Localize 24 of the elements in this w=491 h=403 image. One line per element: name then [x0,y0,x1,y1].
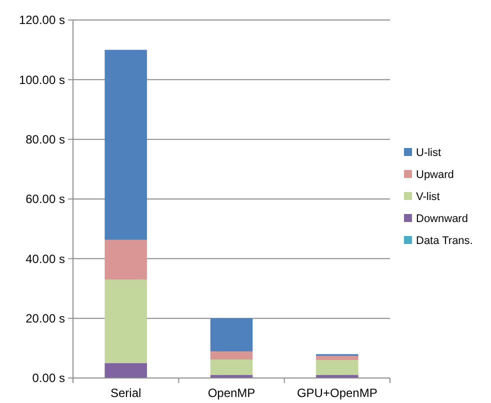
y-tick-label: 0.00 s [32,371,65,386]
legend-label: V-list [416,190,440,203]
bar [210,351,253,360]
legend-label: U-list [416,146,442,159]
y-tick-label: 60.00 s [26,192,65,206]
bar [316,360,358,376]
legend-label: Downward [416,212,468,225]
x-tick-label: GPU+OpenMP [296,386,378,400]
bar [104,240,147,280]
bar [210,360,253,376]
bar [316,356,358,360]
legend-label: Data Trans. [416,234,473,247]
y-tick-label: 100.00 s [18,72,65,87]
y-tick-label: 20.00 s [26,312,65,326]
bar [210,318,253,352]
legend-label: Upward [416,168,454,181]
x-tick-label: Serial [110,386,142,400]
bar [104,280,147,364]
y-tick-label: 40.00 s [26,252,65,266]
y-tick-label: 80.00 s [26,132,65,147]
bar [104,363,147,378]
y-tick-label: 120.00 s [18,13,65,28]
x-tick-label: OpenMP [208,386,256,400]
bar [104,50,147,240]
